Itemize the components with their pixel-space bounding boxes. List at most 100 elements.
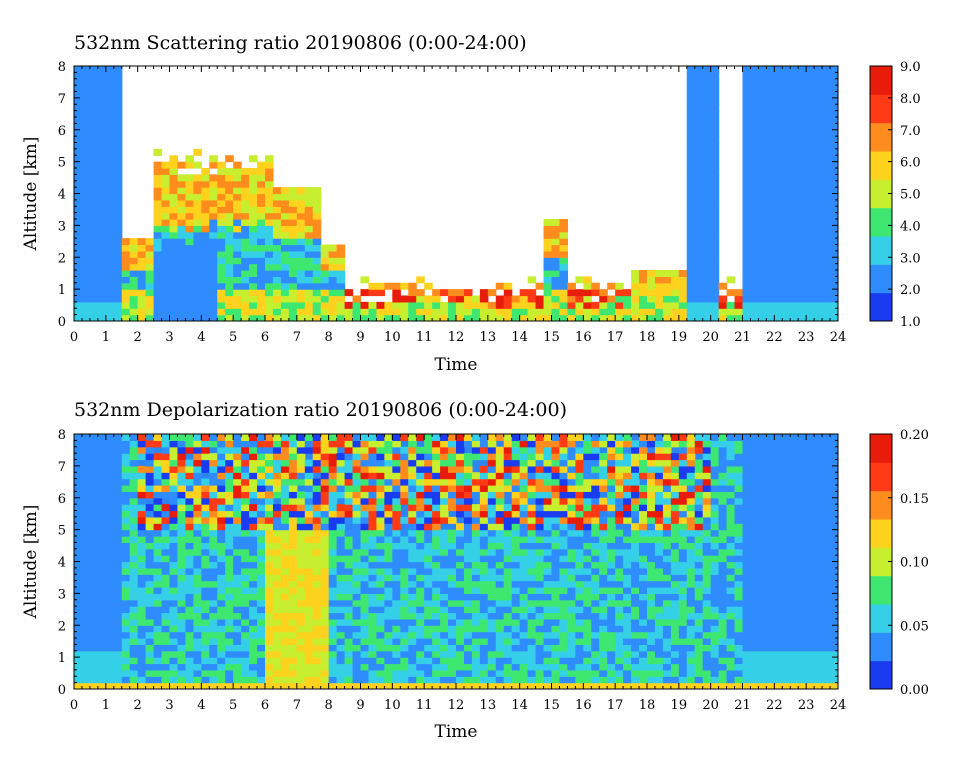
heatmap-cell [424,618,433,626]
heatmap-cell [702,187,712,195]
heatmap-cell [376,599,385,607]
heatmap-cell [774,104,783,112]
heatmap-cell [551,276,561,284]
heatmap-cell [209,289,218,297]
heatmap-cell [129,548,139,556]
heatmap-cell [225,270,234,277]
heatmap-cell [479,669,489,677]
heatmap-cell [225,225,234,233]
heatmap-cell [81,529,91,537]
heatmap-cell [257,459,266,467]
x-tick-label: 20 [702,330,719,345]
heatmap-cell [296,244,306,252]
heatmap-cell [639,459,648,467]
heatmap-cell [97,682,107,689]
heatmap-cell [280,555,290,563]
heatmap-cell [790,78,799,86]
heatmap-cell [782,78,791,86]
heatmap-cell [822,66,831,73]
heatmap-cell [137,644,147,652]
heatmap-cell [654,270,664,277]
heatmap-cell [384,625,393,633]
heatmap-cell [352,510,362,518]
heatmap-cell [471,657,481,665]
heatmap-cell [304,244,314,252]
heatmap-cell [161,289,171,297]
heatmap-cell [758,244,767,252]
heatmap-cell [583,638,592,645]
heatmap-cell [74,308,83,316]
heatmap-cell [304,465,314,473]
heatmap-cell [583,561,592,569]
heatmap-cell [710,193,720,201]
heatmap-cell [830,123,838,131]
heatmap-cell [551,593,561,601]
heatmap-cell [559,295,569,303]
heatmap-cell [312,567,322,575]
heatmap-cell [495,472,505,480]
heatmap-cell [89,580,99,588]
heatmap-cell [384,650,393,658]
heatmap-cell [265,295,274,303]
heatmap-cell [440,599,449,607]
heatmap-cell [583,529,592,537]
heatmap-cell [209,257,218,265]
heatmap-cell [559,663,569,671]
heatmap-cell [225,289,234,297]
heatmap-cell [503,434,513,441]
heatmap-cell [233,308,242,316]
heatmap-cell [559,472,569,480]
heatmap-cell [249,561,258,569]
heatmap-cell [113,618,123,626]
heatmap-cell [288,574,298,582]
heatmap-cell [535,446,545,454]
heatmap-cell [591,631,600,639]
heatmap-cell [599,657,608,665]
heatmap-cell [113,644,123,652]
heatmap-cell [217,542,226,550]
heatmap-cell [519,618,529,626]
heatmap-cell [527,485,537,492]
heatmap-cell [169,225,179,233]
heatmap-cell [487,472,497,480]
heatmap-cell [185,523,194,531]
heatmap-cell [591,561,600,569]
heatmap-cell [503,606,513,614]
heatmap-cell [288,212,298,220]
heatmap-cell [209,231,218,239]
heatmap-cell [113,561,123,569]
heatmap-cell [758,180,767,188]
heatmap-cell [169,440,179,448]
heatmap-cell [766,250,775,258]
heatmap-cell [758,193,767,201]
heatmap-cell [241,314,250,321]
heatmap-cell [320,676,330,684]
heatmap-cell [798,282,807,290]
heatmap-cell [217,485,226,492]
heatmap-cell [471,663,481,671]
heatmap-cell [615,478,624,486]
heatmap-cell [137,618,147,626]
heatmap-cell [495,282,505,290]
heatmap-cell [360,606,370,614]
heatmap-cell [519,478,529,486]
heatmap-cell [559,574,569,582]
heatmap-cell [702,91,712,99]
heatmap-cell [177,612,187,620]
heatmap-cell [137,497,147,505]
heatmap-cell [121,478,131,486]
heatmap-cell [185,599,194,607]
heatmap-cell [161,472,171,480]
heatmap-cell [344,465,354,473]
heatmap-cell [272,434,282,441]
heatmap-cell [304,548,314,556]
heatmap-cell [169,567,179,575]
heatmap-cell [559,478,569,486]
heatmap-cell [257,465,266,473]
heatmap-cell [623,446,632,454]
heatmap-cell [89,238,99,246]
heatmap-cell [344,561,354,569]
heatmap-cell [766,78,775,86]
heatmap-cell [257,446,266,454]
heatmap-cell [217,168,226,175]
